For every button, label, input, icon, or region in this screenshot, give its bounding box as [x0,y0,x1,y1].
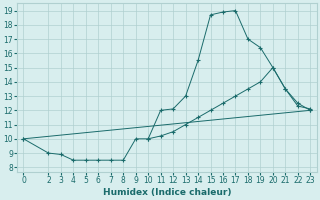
X-axis label: Humidex (Indice chaleur): Humidex (Indice chaleur) [103,188,231,197]
